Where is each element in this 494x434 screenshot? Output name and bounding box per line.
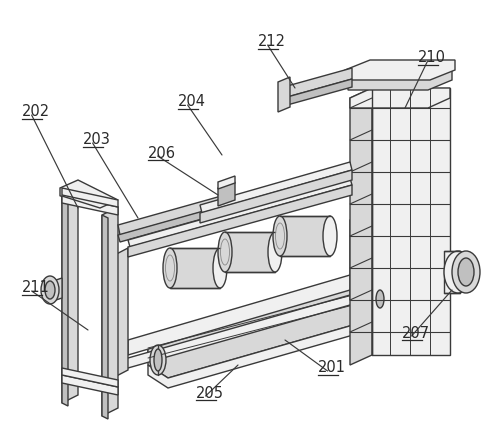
- Polygon shape: [50, 278, 62, 302]
- Polygon shape: [280, 216, 330, 256]
- Polygon shape: [372, 88, 450, 355]
- Ellipse shape: [458, 258, 474, 286]
- Ellipse shape: [268, 232, 282, 272]
- Polygon shape: [60, 180, 118, 208]
- Ellipse shape: [45, 281, 55, 299]
- Polygon shape: [444, 251, 460, 293]
- Polygon shape: [200, 162, 352, 213]
- Polygon shape: [348, 70, 452, 90]
- Polygon shape: [280, 79, 352, 107]
- Polygon shape: [218, 176, 235, 189]
- Polygon shape: [350, 200, 390, 300]
- Text: 206: 206: [148, 145, 176, 161]
- Text: 204: 204: [178, 95, 206, 109]
- Text: 201: 201: [318, 361, 346, 375]
- Polygon shape: [128, 185, 352, 257]
- Text: 210: 210: [418, 50, 446, 66]
- Polygon shape: [148, 282, 388, 378]
- Polygon shape: [62, 195, 68, 406]
- Ellipse shape: [273, 216, 287, 256]
- Polygon shape: [280, 68, 352, 99]
- Text: 207: 207: [402, 326, 430, 341]
- Polygon shape: [128, 245, 390, 355]
- Ellipse shape: [452, 251, 480, 293]
- Polygon shape: [345, 60, 455, 80]
- Polygon shape: [62, 368, 118, 387]
- Polygon shape: [148, 315, 388, 388]
- Polygon shape: [105, 248, 128, 382]
- Text: 205: 205: [196, 385, 224, 401]
- Polygon shape: [118, 193, 234, 235]
- Polygon shape: [170, 248, 220, 288]
- Polygon shape: [148, 282, 388, 372]
- Ellipse shape: [41, 276, 59, 304]
- Ellipse shape: [372, 286, 388, 312]
- Ellipse shape: [154, 349, 162, 371]
- Text: 211: 211: [22, 280, 50, 296]
- Ellipse shape: [323, 216, 337, 256]
- Polygon shape: [218, 182, 235, 206]
- Polygon shape: [128, 178, 352, 247]
- Polygon shape: [278, 77, 290, 112]
- Ellipse shape: [444, 251, 472, 293]
- Text: 203: 203: [83, 132, 111, 148]
- Text: 212: 212: [258, 34, 286, 49]
- Polygon shape: [200, 170, 352, 223]
- Polygon shape: [62, 195, 118, 215]
- Polygon shape: [225, 232, 275, 272]
- Ellipse shape: [150, 345, 166, 375]
- Polygon shape: [105, 265, 390, 380]
- Ellipse shape: [213, 248, 227, 288]
- Polygon shape: [102, 207, 118, 416]
- Polygon shape: [102, 215, 108, 419]
- Polygon shape: [118, 203, 234, 242]
- Polygon shape: [350, 88, 372, 365]
- Polygon shape: [62, 188, 118, 207]
- Ellipse shape: [376, 290, 384, 308]
- Polygon shape: [62, 187, 78, 403]
- Text: 202: 202: [22, 105, 50, 119]
- Ellipse shape: [163, 248, 177, 288]
- Polygon shape: [62, 375, 118, 395]
- Ellipse shape: [218, 232, 232, 272]
- Polygon shape: [350, 88, 450, 108]
